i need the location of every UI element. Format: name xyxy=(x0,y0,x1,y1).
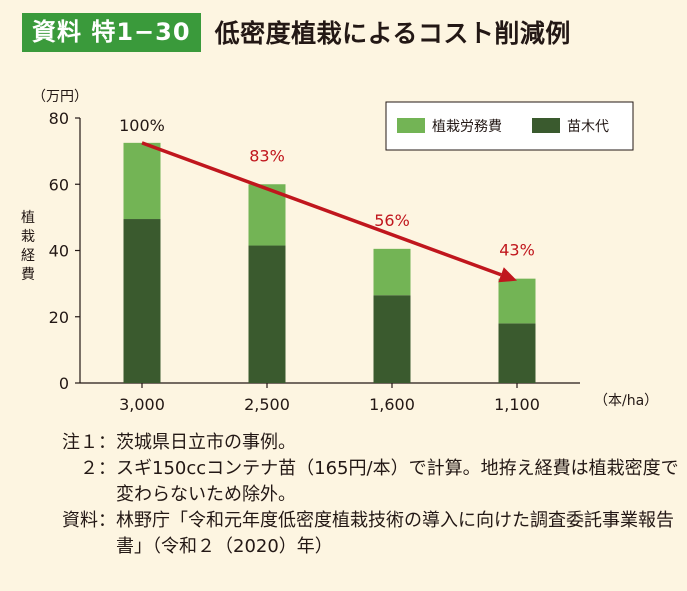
y-axis-title: 植 栽 経 費 xyxy=(21,210,35,283)
x-tick-label: 1,100 xyxy=(494,395,540,414)
note-row: 資料：林野庁「令和元年度低密度植栽技術の導入に向けた調査委託事業報告書」（令和２… xyxy=(22,508,687,560)
percent-label: 100% xyxy=(119,116,165,135)
x-tick-label: 1,600 xyxy=(369,395,415,414)
page-title: 低密度植栽によるコスト削減例 xyxy=(214,19,571,48)
y-tick-label: 80 xyxy=(49,109,69,128)
x-unit-label: （本/ha） xyxy=(594,393,658,409)
y-tick-label: 0 xyxy=(59,374,69,393)
note-row: 注１：茨城県日立市の事例。 xyxy=(22,430,687,456)
note-row: ２：スギ150ccコンテナ苗（165円/本）で計算。地拵え経費は植栽密度で変わら… xyxy=(22,456,687,508)
bar-labor xyxy=(123,142,161,220)
notes: 注１：茨城県日立市の事例。 ２：スギ150ccコンテナ苗（165円/本）で計算。… xyxy=(22,430,687,560)
y-axis-title-char: 経 xyxy=(21,248,35,264)
y-axis-title-char: 費 xyxy=(21,267,35,283)
percent-label: 43% xyxy=(499,241,535,260)
percent-label: 56% xyxy=(374,211,410,230)
source-text: 林野庁「令和元年度低密度植栽技術の導入に向けた調査委託事業報告書」（令和２（20… xyxy=(116,510,674,557)
bars xyxy=(123,142,536,383)
y-unit-label: （万円） xyxy=(32,89,88,105)
note-text: 茨城県日立市の事例。 xyxy=(116,432,296,453)
bar-seedling xyxy=(248,245,286,383)
percent-label: 83% xyxy=(249,146,285,165)
bar-seedling xyxy=(373,295,411,383)
x-tick-label: 3,000 xyxy=(119,395,165,414)
legend-label-seedling: 苗木代 xyxy=(567,119,609,135)
y-tick-label: 60 xyxy=(49,175,69,194)
note-separator: ： xyxy=(98,510,116,531)
note-label: ２ xyxy=(80,458,98,479)
figure-badge: 資料 特1−30 xyxy=(22,12,201,52)
note-label: 注１ xyxy=(62,432,98,453)
bar-seedling xyxy=(498,323,536,383)
x-tick-labels: 3,000 2,500 1,600 1,100 xyxy=(119,383,540,414)
note-text: スギ150ccコンテナ苗（165円/本）で計算。地拵え経費は植栽密度で変わらない… xyxy=(116,458,679,505)
note-separator: ： xyxy=(98,458,116,479)
legend: 植栽労務費 苗木代 xyxy=(385,101,634,151)
percent-labels: 100% 83% 56% 43% xyxy=(119,116,535,260)
note-separator: ： xyxy=(98,432,116,453)
bar-labor xyxy=(373,248,411,296)
y-ticks: 0 20 40 60 80 xyxy=(49,109,80,393)
header: 資料 特1−30 低密度植栽によるコスト削減例 xyxy=(22,12,571,52)
arrow-head xyxy=(498,267,517,283)
arrow-shaft xyxy=(141,141,502,277)
y-tick-label: 40 xyxy=(49,242,69,261)
x-tick-label: 2,500 xyxy=(244,395,290,414)
source-label: 資料 xyxy=(62,510,98,531)
legend-box xyxy=(385,101,634,151)
legend-swatch-seedling xyxy=(532,118,560,133)
legend-swatch-labor xyxy=(397,118,425,133)
chart: （万円） 植 栽 経 費 0 20 40 60 80 3,000 2,500 1,600 1,… xyxy=(21,89,658,414)
y-tick-label: 20 xyxy=(49,308,69,327)
bar-seedling xyxy=(123,219,161,383)
bar-labor xyxy=(498,278,536,324)
legend-label-labor: 植栽労務費 xyxy=(432,119,502,135)
y-axis-title-char: 植 xyxy=(21,210,35,226)
reduction-arrow xyxy=(141,141,517,283)
y-axis-title-char: 栽 xyxy=(21,229,35,245)
